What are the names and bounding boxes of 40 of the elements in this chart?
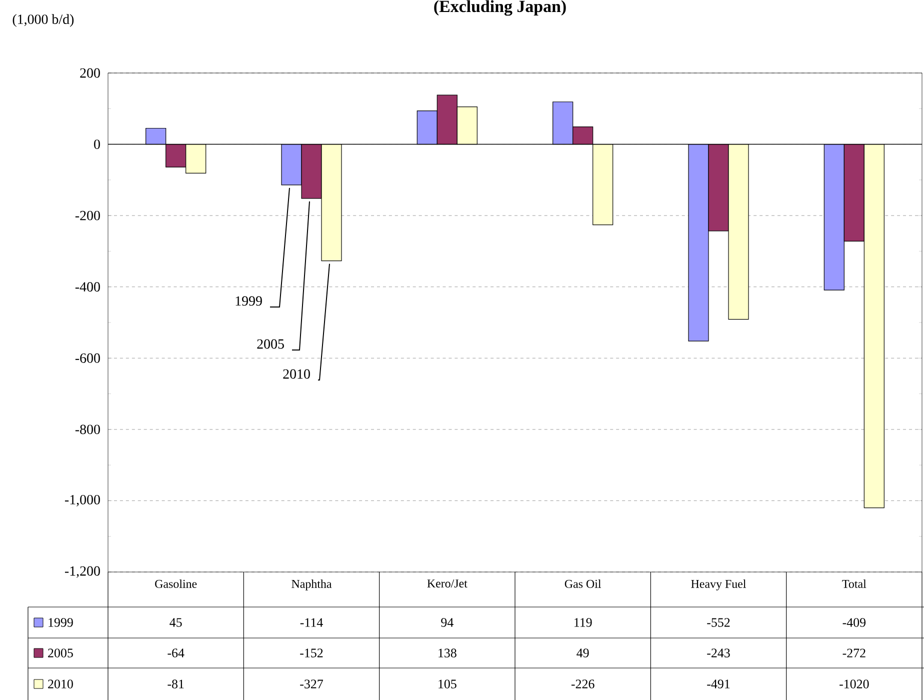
data-label: 49 <box>576 648 589 658</box>
data-label: -552 <box>707 618 730 627</box>
legend-label: 1999 <box>48 618 73 627</box>
y-tick-label: 200 <box>80 68 100 78</box>
x-tick-label: Naphtha <box>292 580 332 590</box>
y-tick-label: 0 <box>94 140 100 149</box>
data-label: -491 <box>707 680 730 688</box>
y-tick-label: -800 <box>75 424 100 434</box>
text: 2010 <box>283 369 310 379</box>
x-tick-label: Heavy Fuel <box>691 580 746 590</box>
text: 1999 <box>236 296 262 306</box>
legend-label: 2005 <box>48 648 73 658</box>
data-label: 45 <box>170 618 182 627</box>
data-label: 105 <box>438 680 456 688</box>
data-label: 94 <box>441 618 454 627</box>
data-label: -272 <box>842 648 866 658</box>
y-axis-title: (1,000 b/d) <box>12 14 74 27</box>
data-label: -64 <box>168 648 184 658</box>
data-label: -243 <box>707 648 730 658</box>
data-label: -1020 <box>840 680 869 688</box>
data-label: -152 <box>300 648 323 658</box>
legend-label: 2010 <box>48 680 73 688</box>
data-label: -226 <box>571 680 594 688</box>
x-tick-label: Gas Oil <box>564 580 602 588</box>
data-label: 138 <box>438 648 456 658</box>
y-tick-label: -1,200 <box>64 566 100 578</box>
y-tick-label: -1,000 <box>64 495 100 506</box>
y-tick-label: -400 <box>75 282 100 292</box>
y-tick-label: -600 <box>75 353 100 363</box>
chart-title: (Excluding Japan) <box>434 0 566 16</box>
x-tick-label: Total <box>842 580 866 588</box>
data-label: -409 <box>842 618 866 627</box>
x-tick-label: Kero/Jet <box>427 580 468 588</box>
data-label: -327 <box>300 680 324 688</box>
text: 2005 <box>257 339 284 349</box>
y-tick-label: -200 <box>75 210 100 220</box>
x-tick-label: Gasoline <box>155 580 197 588</box>
data-label: -81 <box>168 680 184 688</box>
data-label: 119 <box>574 618 592 627</box>
data-label: -114 <box>300 618 323 627</box>
